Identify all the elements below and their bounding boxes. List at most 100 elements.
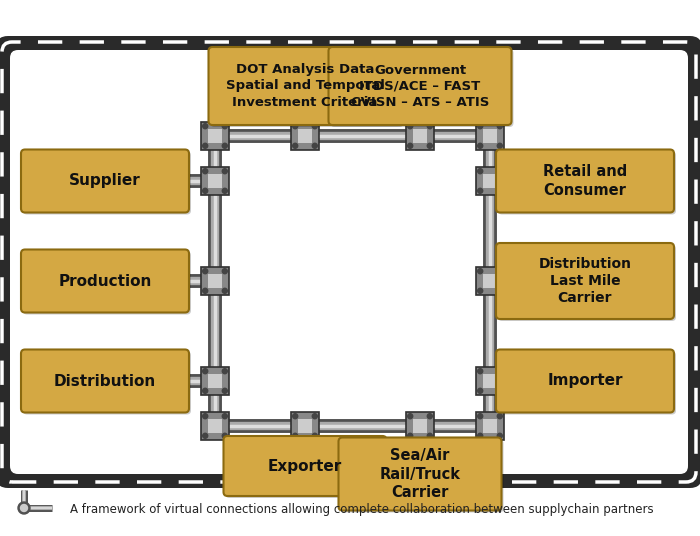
- Circle shape: [477, 143, 483, 148]
- FancyBboxPatch shape: [208, 129, 222, 143]
- FancyBboxPatch shape: [496, 150, 674, 212]
- Circle shape: [312, 433, 317, 438]
- Circle shape: [223, 388, 228, 393]
- Circle shape: [203, 288, 208, 293]
- FancyBboxPatch shape: [0, 36, 700, 488]
- FancyBboxPatch shape: [498, 352, 676, 414]
- Circle shape: [477, 124, 483, 129]
- Circle shape: [497, 388, 503, 393]
- FancyBboxPatch shape: [208, 419, 222, 433]
- Circle shape: [20, 504, 27, 511]
- Circle shape: [223, 288, 228, 293]
- Circle shape: [477, 388, 483, 393]
- Circle shape: [497, 143, 503, 148]
- Circle shape: [407, 414, 413, 419]
- Circle shape: [427, 433, 433, 438]
- FancyBboxPatch shape: [328, 47, 512, 125]
- Circle shape: [497, 169, 503, 174]
- FancyBboxPatch shape: [330, 49, 514, 127]
- Circle shape: [497, 288, 503, 293]
- Circle shape: [293, 414, 297, 419]
- Text: Distribution
Last Mile
Carrier: Distribution Last Mile Carrier: [538, 257, 631, 306]
- Circle shape: [293, 433, 297, 438]
- FancyBboxPatch shape: [496, 243, 674, 319]
- FancyBboxPatch shape: [298, 419, 312, 433]
- FancyBboxPatch shape: [476, 167, 504, 195]
- Circle shape: [223, 433, 228, 438]
- Circle shape: [223, 269, 228, 274]
- Circle shape: [407, 143, 413, 148]
- FancyBboxPatch shape: [21, 249, 189, 312]
- FancyBboxPatch shape: [483, 129, 497, 143]
- Circle shape: [477, 288, 483, 293]
- Circle shape: [497, 433, 503, 438]
- Circle shape: [497, 414, 503, 419]
- FancyBboxPatch shape: [201, 367, 229, 395]
- Text: Importer: Importer: [547, 374, 623, 389]
- Text: Retail and
Consumer: Retail and Consumer: [543, 164, 627, 198]
- Circle shape: [203, 369, 208, 374]
- Circle shape: [203, 124, 208, 129]
- FancyBboxPatch shape: [483, 419, 497, 433]
- Circle shape: [427, 143, 433, 148]
- FancyBboxPatch shape: [201, 167, 229, 195]
- FancyBboxPatch shape: [208, 374, 222, 388]
- Circle shape: [477, 169, 483, 174]
- FancyBboxPatch shape: [225, 438, 388, 498]
- Text: DOT Analysis Data
Spatial and Temporal
Investment Criteria: DOT Analysis Data Spatial and Temporal I…: [225, 63, 384, 108]
- Circle shape: [427, 414, 433, 419]
- Circle shape: [203, 169, 208, 174]
- FancyBboxPatch shape: [496, 349, 674, 413]
- FancyBboxPatch shape: [413, 419, 427, 433]
- FancyBboxPatch shape: [406, 122, 434, 150]
- Text: Production: Production: [58, 273, 152, 288]
- Text: Sea/Air
Rail/Truck
Carrier: Sea/Air Rail/Truck Carrier: [379, 448, 461, 500]
- Circle shape: [312, 143, 317, 148]
- FancyBboxPatch shape: [406, 412, 434, 440]
- FancyBboxPatch shape: [23, 251, 191, 315]
- FancyBboxPatch shape: [483, 374, 497, 388]
- Text: Exporter: Exporter: [268, 458, 342, 473]
- Circle shape: [477, 414, 483, 419]
- Circle shape: [293, 124, 297, 129]
- Circle shape: [293, 143, 297, 148]
- Circle shape: [497, 269, 503, 274]
- Circle shape: [497, 369, 503, 374]
- FancyBboxPatch shape: [211, 49, 403, 127]
- Circle shape: [18, 502, 30, 514]
- FancyBboxPatch shape: [291, 122, 319, 150]
- Circle shape: [312, 124, 317, 129]
- Circle shape: [203, 433, 208, 438]
- FancyBboxPatch shape: [476, 122, 504, 150]
- Circle shape: [223, 143, 228, 148]
- Circle shape: [223, 188, 228, 193]
- Circle shape: [223, 414, 228, 419]
- FancyBboxPatch shape: [483, 174, 497, 188]
- FancyBboxPatch shape: [208, 274, 222, 288]
- Circle shape: [203, 388, 208, 393]
- FancyBboxPatch shape: [340, 440, 503, 512]
- FancyBboxPatch shape: [339, 437, 501, 510]
- FancyBboxPatch shape: [21, 349, 189, 413]
- Circle shape: [407, 124, 413, 129]
- FancyBboxPatch shape: [23, 352, 191, 414]
- Text: A framework of virtual connections allowing complete collaboration between suppl: A framework of virtual connections allow…: [70, 503, 654, 516]
- FancyBboxPatch shape: [201, 267, 229, 295]
- FancyBboxPatch shape: [23, 152, 191, 214]
- FancyBboxPatch shape: [208, 174, 222, 188]
- Circle shape: [312, 414, 317, 419]
- FancyBboxPatch shape: [201, 122, 229, 150]
- Circle shape: [203, 143, 208, 148]
- FancyBboxPatch shape: [201, 412, 229, 440]
- FancyBboxPatch shape: [291, 412, 319, 440]
- FancyBboxPatch shape: [298, 129, 312, 143]
- Text: Distribution: Distribution: [54, 374, 156, 389]
- FancyBboxPatch shape: [21, 150, 189, 212]
- FancyBboxPatch shape: [476, 267, 504, 295]
- Circle shape: [223, 124, 228, 129]
- Circle shape: [477, 433, 483, 438]
- FancyBboxPatch shape: [498, 245, 676, 321]
- FancyBboxPatch shape: [413, 129, 427, 143]
- FancyBboxPatch shape: [476, 412, 504, 440]
- Text: Government
ITDS/ACE – FAST
CVISN – ATS – ATIS: Government ITDS/ACE – FAST CVISN – ATS –…: [351, 63, 489, 108]
